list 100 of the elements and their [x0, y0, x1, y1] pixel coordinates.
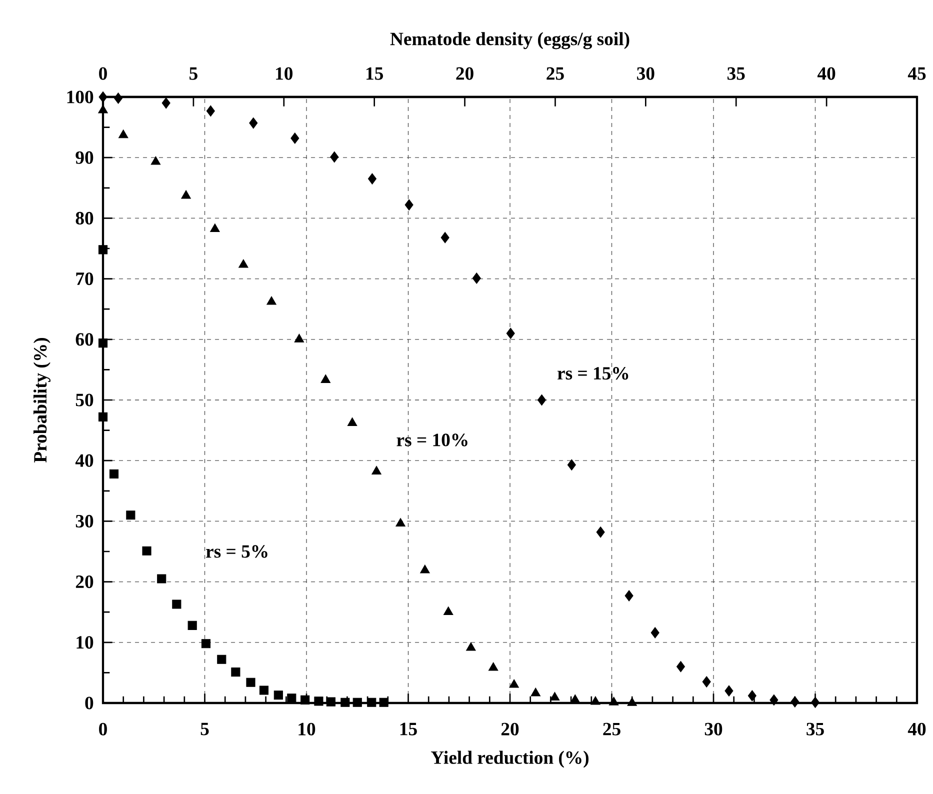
- point: [98, 412, 108, 422]
- point: [567, 459, 576, 470]
- point: [188, 620, 197, 630]
- x-tick-label: 15: [400, 722, 417, 736]
- point: [596, 526, 605, 538]
- point: [790, 696, 800, 708]
- point: [440, 232, 450, 244]
- point: [162, 97, 170, 109]
- text: rs = 5%: [206, 545, 268, 558]
- point: [466, 642, 476, 651]
- point: [326, 697, 336, 706]
- x-tick-label: 30: [704, 722, 722, 736]
- x2-tick-label: 25: [546, 67, 564, 80]
- y-tick-label: 60: [76, 333, 94, 346]
- point: [608, 696, 619, 706]
- point: [238, 259, 248, 268]
- point: [624, 590, 634, 602]
- y-tick-label: 80: [76, 212, 94, 225]
- point: [550, 692, 560, 700]
- y-tick-label: 70: [76, 272, 94, 286]
- point: [98, 104, 108, 114]
- point: [126, 510, 136, 520]
- point: [379, 698, 388, 707]
- y-tick-label: 0: [85, 696, 94, 710]
- point: [537, 394, 546, 406]
- x-axis-title: Yield reduction (%): [431, 750, 588, 768]
- point: [142, 546, 152, 556]
- y-tick-label: 40: [75, 454, 94, 467]
- x-tick-label: 25: [603, 722, 620, 736]
- point: [181, 190, 191, 199]
- series-label: rs = 10%: [396, 434, 468, 446]
- point: [810, 696, 820, 708]
- point: [290, 132, 300, 144]
- point: [98, 245, 108, 254]
- point: [530, 688, 541, 696]
- point: [118, 130, 128, 138]
- point: [210, 224, 220, 232]
- point: [150, 156, 161, 165]
- x2-tick-label: 10: [276, 67, 293, 80]
- point: [404, 199, 414, 210]
- point: [217, 654, 226, 664]
- point: [340, 698, 350, 707]
- point: [570, 694, 580, 703]
- point: [347, 417, 358, 426]
- point: [274, 690, 283, 700]
- point: [650, 627, 660, 638]
- y-tick-label: 20: [76, 575, 94, 588]
- point: [294, 334, 304, 342]
- point: [396, 518, 406, 527]
- y-tick-label: 90: [76, 151, 94, 164]
- point: [287, 694, 296, 703]
- y-axis-title: Probability (%): [33, 338, 50, 463]
- point: [206, 105, 215, 117]
- point: [676, 661, 686, 672]
- y-tick-label: 10: [76, 636, 94, 649]
- x2-tick-label: 35: [727, 67, 745, 80]
- x2-axis-title: Nematode density (eggs/g soil): [390, 32, 630, 50]
- point: [266, 296, 276, 305]
- point: [259, 686, 269, 695]
- point: [590, 696, 600, 705]
- point: [201, 639, 211, 648]
- point: [372, 466, 382, 474]
- point: [488, 662, 498, 671]
- x-tick-label: 0: [99, 722, 107, 736]
- point: [748, 690, 756, 702]
- point: [231, 668, 240, 677]
- point: [172, 600, 182, 609]
- y-tick-label: 50: [76, 394, 94, 406]
- point: [109, 469, 119, 478]
- x2-tick-label: 5: [190, 67, 198, 80]
- point: [249, 117, 258, 129]
- x2-tick-label: 45: [908, 67, 926, 80]
- point: [352, 698, 362, 707]
- x-tick-label: 40: [908, 722, 926, 736]
- x-tick-label: 5: [200, 722, 209, 736]
- point: [770, 694, 778, 706]
- point: [320, 374, 331, 383]
- x2-tick-label: 15: [366, 67, 383, 80]
- x-tick-label: 20: [501, 722, 519, 736]
- y-tick-label: 100: [67, 90, 94, 104]
- series-label: rs = 15%: [558, 367, 628, 380]
- x2-tick-label: 0: [99, 67, 107, 80]
- point: [330, 151, 339, 163]
- point: [509, 679, 519, 688]
- point: [420, 564, 430, 574]
- point: [724, 685, 734, 696]
- point: [314, 696, 324, 706]
- point: [702, 676, 711, 688]
- point: [368, 173, 376, 184]
- point: [443, 606, 454, 616]
- point: [367, 698, 376, 707]
- point: [98, 338, 108, 348]
- x-tick-label: 35: [806, 722, 824, 736]
- point: [627, 697, 637, 706]
- x2-tick-label: 20: [456, 67, 474, 80]
- point: [157, 574, 166, 584]
- x2-tick-label: 30: [637, 67, 654, 80]
- point: [300, 695, 310, 705]
- point: [246, 678, 256, 687]
- x-tick-label: 10: [298, 722, 316, 736]
